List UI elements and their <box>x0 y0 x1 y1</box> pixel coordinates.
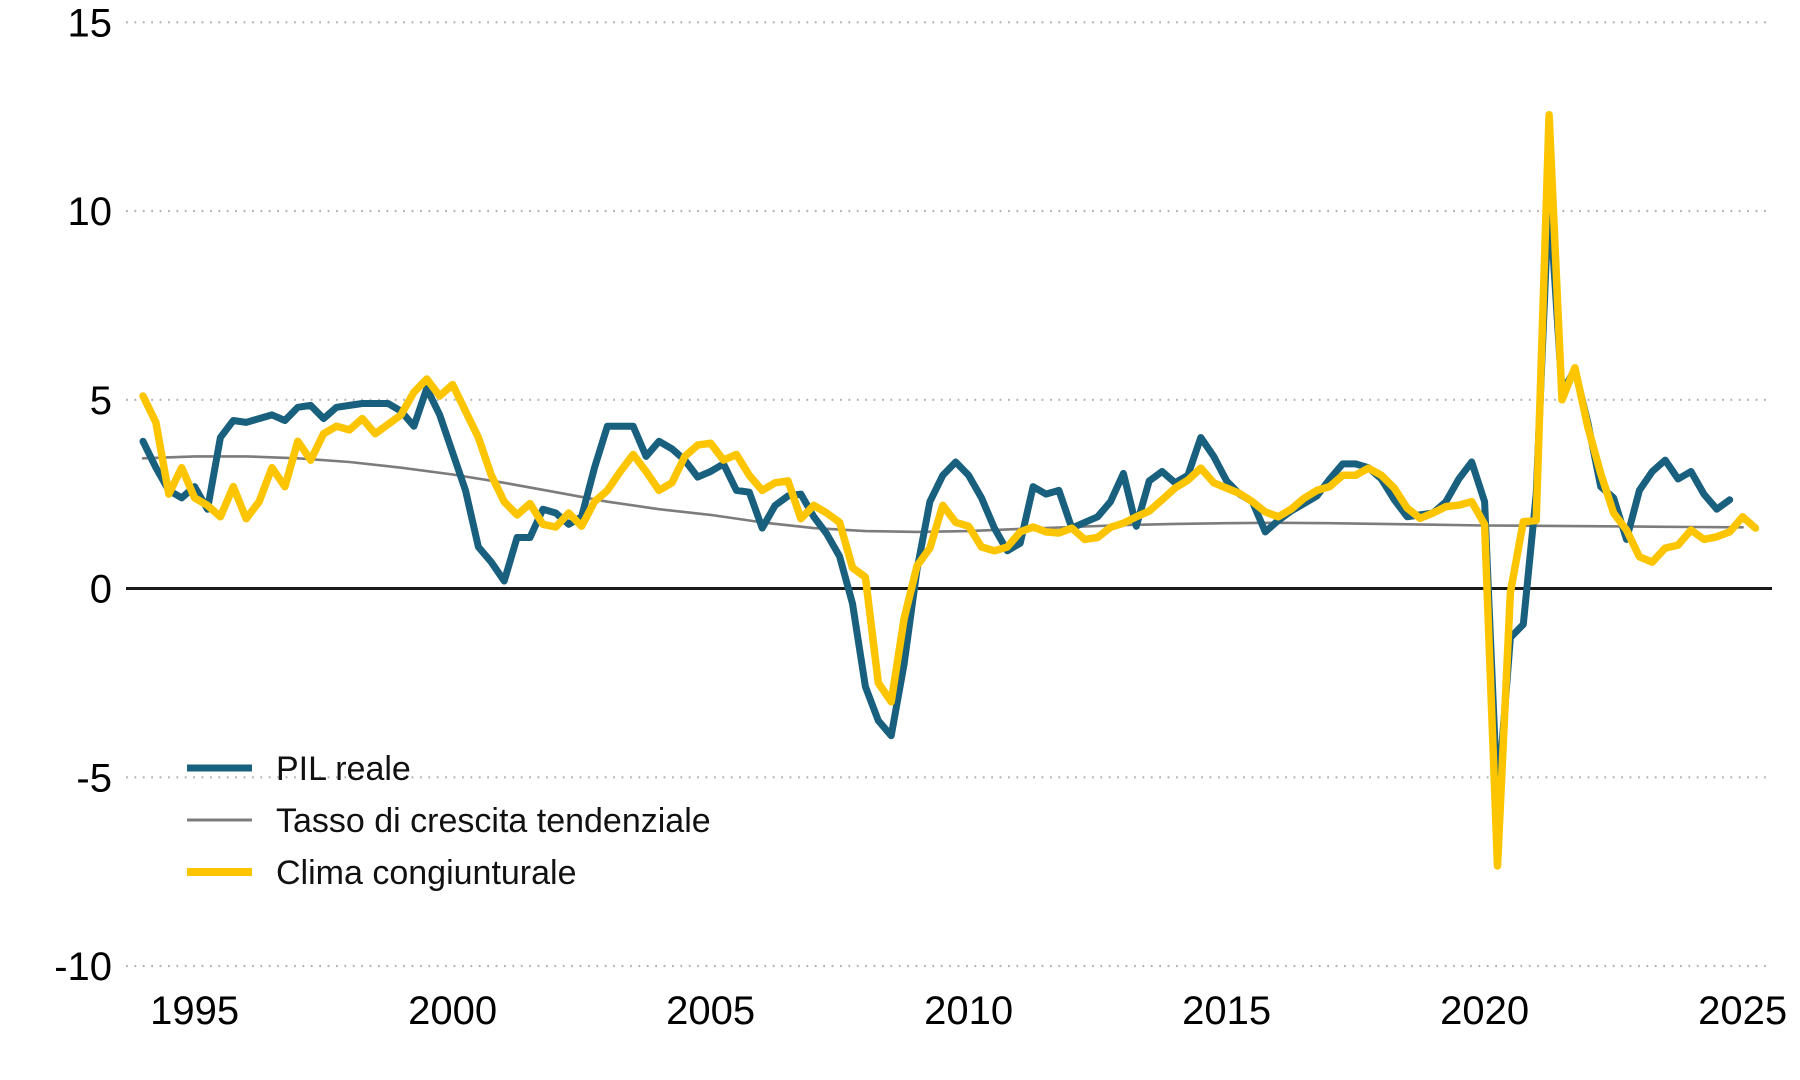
y-tick-label-15: 15 <box>68 1 113 45</box>
gridlines <box>126 21 1772 968</box>
y-tick-label-0: 0 <box>90 568 112 612</box>
x-tick-label-2000: 2000 <box>408 989 497 1033</box>
x-tick-label-2005: 2005 <box>666 989 755 1033</box>
legend-label-clima-congiunturale: Clima congiunturale <box>276 854 577 892</box>
x-tick-label-1995: 1995 <box>150 989 239 1033</box>
y-tick-label-10: 10 <box>68 190 113 234</box>
y-tick-label-5: 5 <box>90 379 112 423</box>
x-tick-label-2020: 2020 <box>1440 989 1529 1033</box>
series-line-clima-congiunturale <box>139 110 1760 870</box>
series-line-pil-reale <box>139 188 1734 806</box>
y-tick-label--10: -10 <box>54 945 112 989</box>
series-line-tasso-tendenziale <box>141 455 1744 534</box>
x-tick-label-2025: 2025 <box>1698 989 1787 1033</box>
legend-label-pil-reale: PIL reale <box>276 750 411 788</box>
x-tick-label-2015: 2015 <box>1182 989 1271 1033</box>
y-tick-label--5: -5 <box>76 756 112 800</box>
y-axis-tick-labels: 15 10 5 0 -5 -10 <box>54 1 112 989</box>
legend-label-tasso-tendenziale: Tasso di crescita tendenziale <box>276 802 711 840</box>
x-axis-tick-labels: 1995 2000 2005 2010 2015 2020 2025 <box>150 989 1787 1033</box>
x-tick-label-2010: 2010 <box>924 989 1013 1033</box>
series-lines <box>139 110 1760 870</box>
legend: PIL reale Tasso di crescita tendenziale … <box>187 750 711 892</box>
